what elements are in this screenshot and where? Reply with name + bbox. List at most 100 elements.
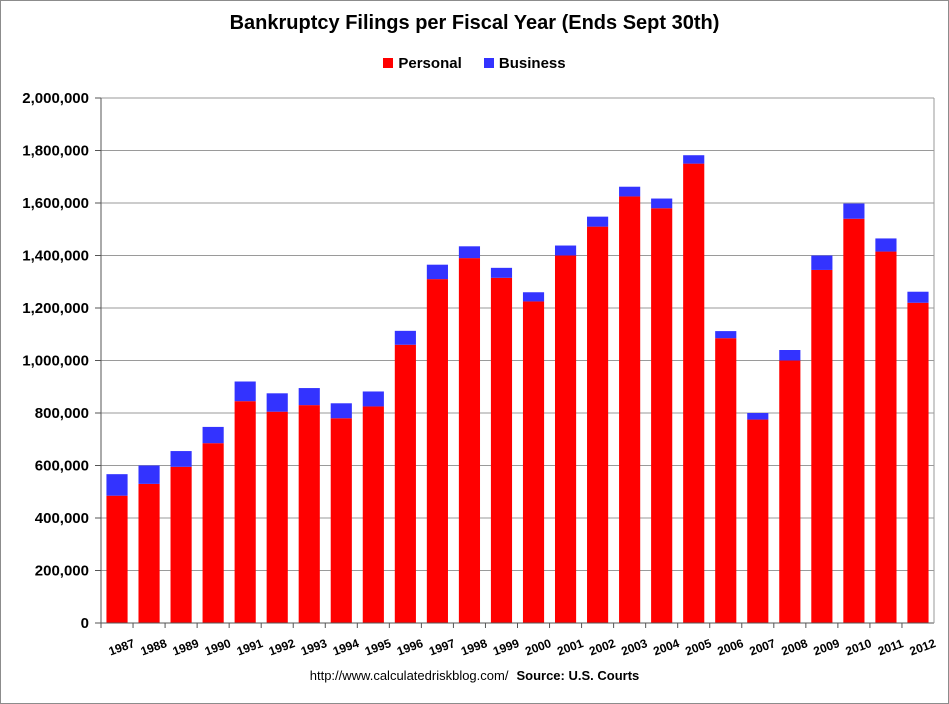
- bar-personal-1993: [298, 405, 320, 623]
- legend-entry-personal: Personal: [383, 55, 462, 72]
- x-tick-label: 2006: [715, 636, 745, 658]
- bar-personal-2011: [875, 251, 897, 623]
- y-tick-label: 2,000,000: [22, 90, 89, 107]
- x-tick-label: 2000: [523, 636, 553, 658]
- bar-personal-2000: [522, 301, 545, 623]
- bar-business-2006: [715, 331, 737, 339]
- bar-personal-1994: [330, 418, 352, 623]
- footer-source: Source: U.S. Courts: [516, 668, 640, 683]
- bar-personal-2004: [651, 208, 673, 623]
- bar-business-2000: [522, 292, 545, 302]
- x-tick-label: 2003: [619, 636, 649, 658]
- bar-business-1996: [394, 330, 416, 345]
- y-tick-label: 1,800,000: [22, 143, 89, 160]
- bar-business-2005: [683, 155, 705, 164]
- bar-business-1994: [330, 403, 352, 419]
- bar-business-1998: [458, 246, 481, 259]
- x-tick-label: 1999: [491, 636, 521, 658]
- chart-footer: http://www.calculatedriskblog.com/Source…: [0, 668, 949, 683]
- bar-personal-1998: [458, 258, 481, 623]
- legend-entry-business: Business: [483, 55, 566, 72]
- bar-personal-1999: [490, 277, 513, 623]
- bar-business-2011: [875, 238, 897, 252]
- x-tick-label: 1989: [171, 636, 201, 658]
- legend-swatch-personal: [383, 58, 394, 68]
- bar-business-1989: [170, 451, 192, 467]
- bar-business-2012: [907, 291, 929, 303]
- x-tick-label: 2010: [844, 636, 874, 658]
- bar-business-1993: [298, 388, 320, 406]
- y-tick-label: 1,200,000: [22, 300, 89, 317]
- bar-business-1991: [234, 381, 256, 402]
- x-tick-label: 1994: [331, 636, 361, 658]
- x-tick-label: 2009: [812, 636, 842, 658]
- bar-business-2001: [554, 245, 577, 256]
- chart-title: Bankruptcy Filings per Fiscal Year (Ends…: [229, 12, 720, 34]
- legend-swatch-business: [483, 58, 494, 68]
- bar-personal-2002: [587, 226, 609, 623]
- bar-personal-1987: [106, 495, 128, 623]
- y-tick-label: 400,000: [35, 510, 89, 527]
- x-tick-label: 2004: [651, 636, 681, 658]
- bar-personal-1991: [234, 401, 256, 623]
- bar-business-1999: [490, 267, 513, 278]
- bar-personal-1997: [426, 279, 448, 623]
- bar-personal-2001: [554, 255, 577, 623]
- y-tick-label: 1,400,000: [22, 248, 89, 265]
- bar-business-1992: [266, 393, 288, 412]
- bar-business-2007: [747, 413, 769, 420]
- bar-personal-2012: [907, 302, 929, 623]
- bar-personal-2007: [747, 419, 769, 623]
- x-tick-label: 1987: [107, 636, 137, 658]
- x-tick-label: 1993: [299, 636, 329, 658]
- bar-business-1988: [138, 465, 160, 484]
- bar-business-1987: [106, 474, 128, 496]
- bar-personal-1989: [170, 466, 192, 623]
- x-tick-label: 2008: [780, 636, 810, 658]
- bar-personal-1996: [394, 344, 416, 623]
- bar-personal-2003: [619, 196, 641, 623]
- legend: Personal Business: [0, 55, 949, 72]
- bar-personal-2010: [843, 218, 865, 623]
- x-tick-label: 1998: [459, 636, 489, 658]
- x-tick-label: 2001: [555, 636, 585, 658]
- bar-business-1997: [426, 264, 448, 280]
- x-tick-label: 1995: [363, 636, 393, 658]
- bar-personal-1992: [266, 411, 288, 623]
- bar-business-1990: [202, 426, 224, 444]
- bar-personal-2008: [779, 360, 801, 623]
- x-tick-label: 2002: [587, 636, 617, 658]
- bar-personal-1990: [202, 443, 224, 623]
- bar-business-2004: [651, 198, 673, 209]
- y-tick-label: 0: [81, 615, 89, 632]
- legend-label-personal: Personal: [398, 55, 462, 72]
- x-tick-label: 2005: [683, 636, 713, 658]
- bar-personal-2009: [811, 269, 833, 623]
- bar-business-2010: [843, 203, 865, 219]
- x-tick-label: 2011: [876, 636, 906, 658]
- bar-business-2009: [811, 255, 833, 270]
- x-tick-label: 1988: [139, 636, 169, 658]
- x-tick-label: 1991: [235, 636, 265, 658]
- bar-personal-2005: [683, 163, 705, 623]
- legend-label-business: Business: [498, 55, 566, 72]
- x-tick-label: 1997: [427, 636, 457, 658]
- y-tick-label: 800,000: [35, 405, 89, 422]
- x-tick-label: 1990: [203, 636, 233, 658]
- bar-personal-1988: [138, 483, 160, 623]
- x-tick-label: 2012: [908, 636, 938, 658]
- bar-business-2003: [619, 186, 641, 197]
- x-tick-label: 2007: [747, 636, 777, 658]
- bar-personal-2006: [715, 338, 737, 623]
- y-tick-label: 1,000,000: [22, 353, 89, 370]
- y-tick-label: 200,000: [35, 563, 89, 580]
- y-tick-label: 600,000: [35, 458, 89, 475]
- x-tick-label: 1992: [267, 636, 297, 658]
- bar-business-2008: [779, 350, 801, 361]
- bar-business-2002: [587, 216, 609, 227]
- bar-business-1995: [362, 391, 384, 407]
- footer-url: http://www.calculatedriskblog.com/: [309, 668, 509, 683]
- bar-personal-1995: [362, 406, 384, 623]
- x-tick-label: 1996: [395, 636, 425, 658]
